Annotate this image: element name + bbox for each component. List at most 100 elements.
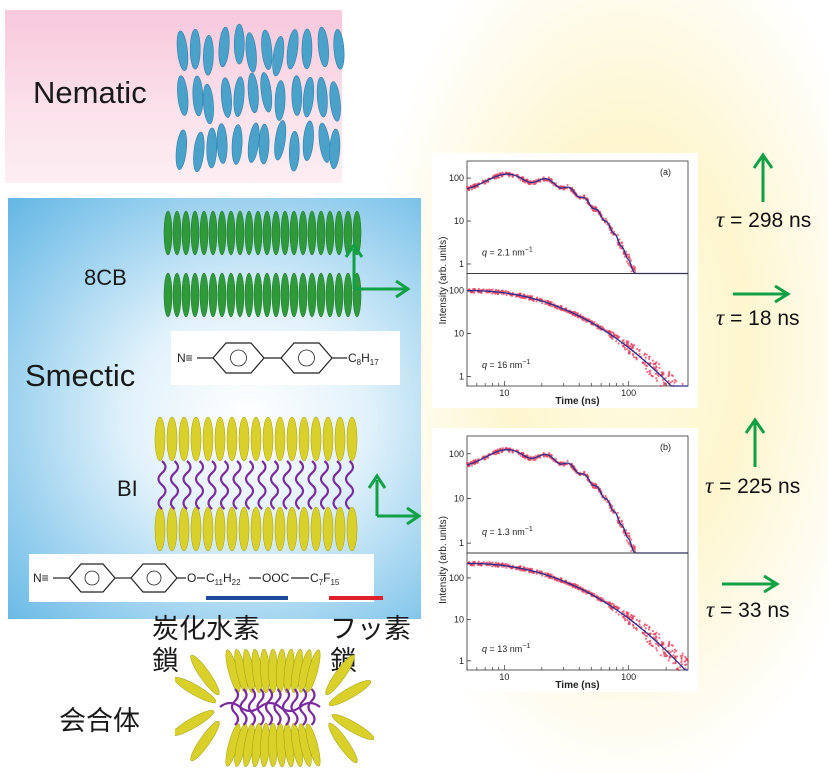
nematic-molecule (261, 29, 273, 71)
data-point (601, 326, 604, 329)
data-point (625, 529, 628, 532)
nematic-molecule (231, 124, 243, 165)
data-point (473, 564, 476, 567)
bi-nitrile: N≡ (33, 571, 49, 585)
data-point (665, 655, 668, 658)
aggregate-molecule (328, 679, 372, 707)
data-point (535, 296, 539, 299)
bi-molecule (214, 416, 226, 462)
data-point (638, 620, 641, 623)
nematic-molecule (301, 28, 313, 70)
data-point (523, 569, 526, 572)
data-point (591, 320, 594, 323)
data-point (520, 296, 523, 299)
data-point (667, 649, 670, 653)
data-point (505, 566, 508, 569)
tau-label-1: τ = 298 ns (716, 207, 812, 232)
data-point (547, 303, 550, 306)
aggregate-molecule (190, 654, 220, 696)
data-point (487, 456, 490, 459)
data-point (582, 319, 585, 322)
data-point (626, 347, 629, 351)
bi-fluoro-chain: C7F15 (310, 571, 340, 587)
data-point (638, 623, 641, 626)
data-point (686, 658, 689, 661)
data-point (477, 287, 480, 290)
bi-chain (157, 460, 167, 510)
data-point (613, 605, 616, 608)
data-point (628, 543, 631, 546)
data-point (492, 450, 495, 453)
data-point (644, 627, 647, 630)
cb8-molecule (190, 272, 200, 318)
cb8-molecule (226, 210, 236, 256)
aggregate-molecule (268, 722, 278, 768)
nematic-molecule (329, 81, 341, 122)
data-point (565, 582, 568, 586)
aggregate-molecules (175, 648, 375, 768)
data-point (529, 179, 532, 182)
data-point (628, 535, 631, 538)
aggregate-molecule (331, 713, 375, 741)
data-point (538, 297, 541, 300)
data-point (681, 382, 684, 385)
data-point (622, 339, 625, 342)
data-point (608, 605, 611, 608)
fit-curve (466, 173, 688, 275)
x-axis-label: Time (ns) (555, 680, 599, 691)
data-point (515, 295, 518, 298)
cb8-molecule (217, 272, 227, 318)
data-point (668, 370, 671, 373)
data-point (535, 569, 539, 572)
bi-molecule (322, 416, 334, 462)
data-point (472, 459, 475, 462)
cb8-structure: N≡ C8H17 (171, 331, 400, 385)
x-tick-label: 100 (621, 388, 636, 398)
data-point (676, 655, 679, 658)
data-point (574, 311, 577, 314)
aggregate-chain (281, 688, 291, 726)
data-point (633, 615, 636, 618)
data-point (641, 361, 644, 364)
bi-chain (207, 460, 217, 510)
data-point (510, 294, 514, 297)
data-point (628, 352, 631, 355)
bi-molecule (346, 506, 358, 552)
bi-chain (307, 460, 317, 510)
data-point (503, 563, 507, 566)
cb8-molecule (325, 210, 335, 256)
data-point (488, 288, 491, 291)
data-point (635, 618, 639, 621)
data-point (505, 293, 508, 297)
nematic-molecule (218, 26, 230, 68)
data-point (490, 561, 493, 564)
bi-molecules (154, 416, 358, 552)
cb8-molecule (163, 210, 173, 256)
bi-oxygen: O (187, 571, 196, 585)
data-point (620, 519, 623, 522)
data-point (488, 561, 491, 564)
y-tick-label: 1 (459, 371, 464, 381)
data-point (635, 358, 638, 361)
data-point (485, 291, 488, 294)
data-point (522, 293, 525, 296)
data-point (625, 250, 628, 253)
data-point (616, 233, 619, 237)
data-point (681, 652, 684, 655)
cb8-molecule (199, 272, 209, 318)
plot-a: Intensity (arb. units) Time (ns) 1 10 100 q =… (432, 153, 698, 408)
data-point (594, 482, 597, 485)
data-point (583, 470, 586, 474)
data-point (645, 364, 649, 368)
data-point (661, 648, 664, 651)
data-point (654, 372, 657, 375)
data-point (680, 661, 683, 664)
data-point (591, 592, 594, 595)
q-annotation: q = 16 nm−1 (482, 359, 530, 370)
data-point (617, 613, 620, 616)
cb8-label: 8CB (84, 265, 127, 290)
data-point (675, 667, 679, 670)
nematic-molecule (258, 123, 270, 165)
nematic-molecule (274, 120, 287, 161)
data-point (680, 659, 683, 662)
